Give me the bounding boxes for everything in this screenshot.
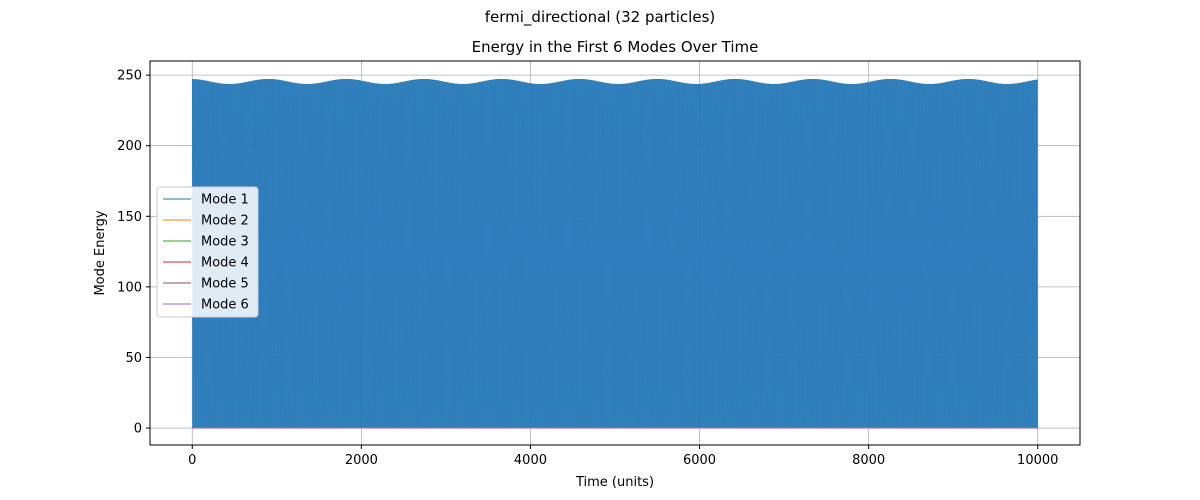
legend-label: Mode 6: [201, 298, 249, 313]
legend-label: Mode 1: [201, 193, 249, 208]
x-tick-label: 2000: [345, 453, 378, 468]
chart-title: Energy in the First 6 Modes Over Time: [472, 38, 759, 56]
y-tick-label: 200: [117, 139, 142, 154]
legend-label: Mode 3: [201, 235, 249, 250]
legend-label: Mode 4: [201, 256, 249, 271]
x-tick-label: 8000: [852, 453, 885, 468]
series-layer: [191, 78, 1038, 429]
x-tick-label: 10000: [1017, 453, 1058, 468]
y-tick-label: 100: [117, 280, 142, 295]
x-tick-label: 4000: [514, 453, 547, 468]
y-tick-label: 50: [125, 351, 142, 366]
x-ticks: 0 2000 4000 6000 8000 10000: [188, 445, 1058, 468]
x-tick-label: 0: [188, 453, 196, 468]
chart-suptitle: fermi_directional (32 particles): [485, 8, 716, 27]
legend-label: Mode 2: [201, 214, 249, 229]
y-axis-label: Mode Energy: [93, 210, 108, 295]
plot-frame: [149, 60, 1081, 446]
legend: Mode 1 Mode 2 Mode 3 Mode 4 Mode 5 Mode 6: [156, 186, 259, 318]
y-tick-label: 150: [117, 210, 142, 225]
series-mode-1-line: [191, 78, 1038, 429]
x-tick-label: 6000: [683, 453, 716, 468]
y-tick-label: 0: [134, 422, 142, 437]
y-tick-label: 250: [117, 69, 142, 84]
y-ticks: 0 50 100 150 200 250: [117, 69, 150, 437]
x-axis-label: Time (units): [575, 475, 654, 490]
legend-label: Mode 5: [201, 277, 249, 292]
